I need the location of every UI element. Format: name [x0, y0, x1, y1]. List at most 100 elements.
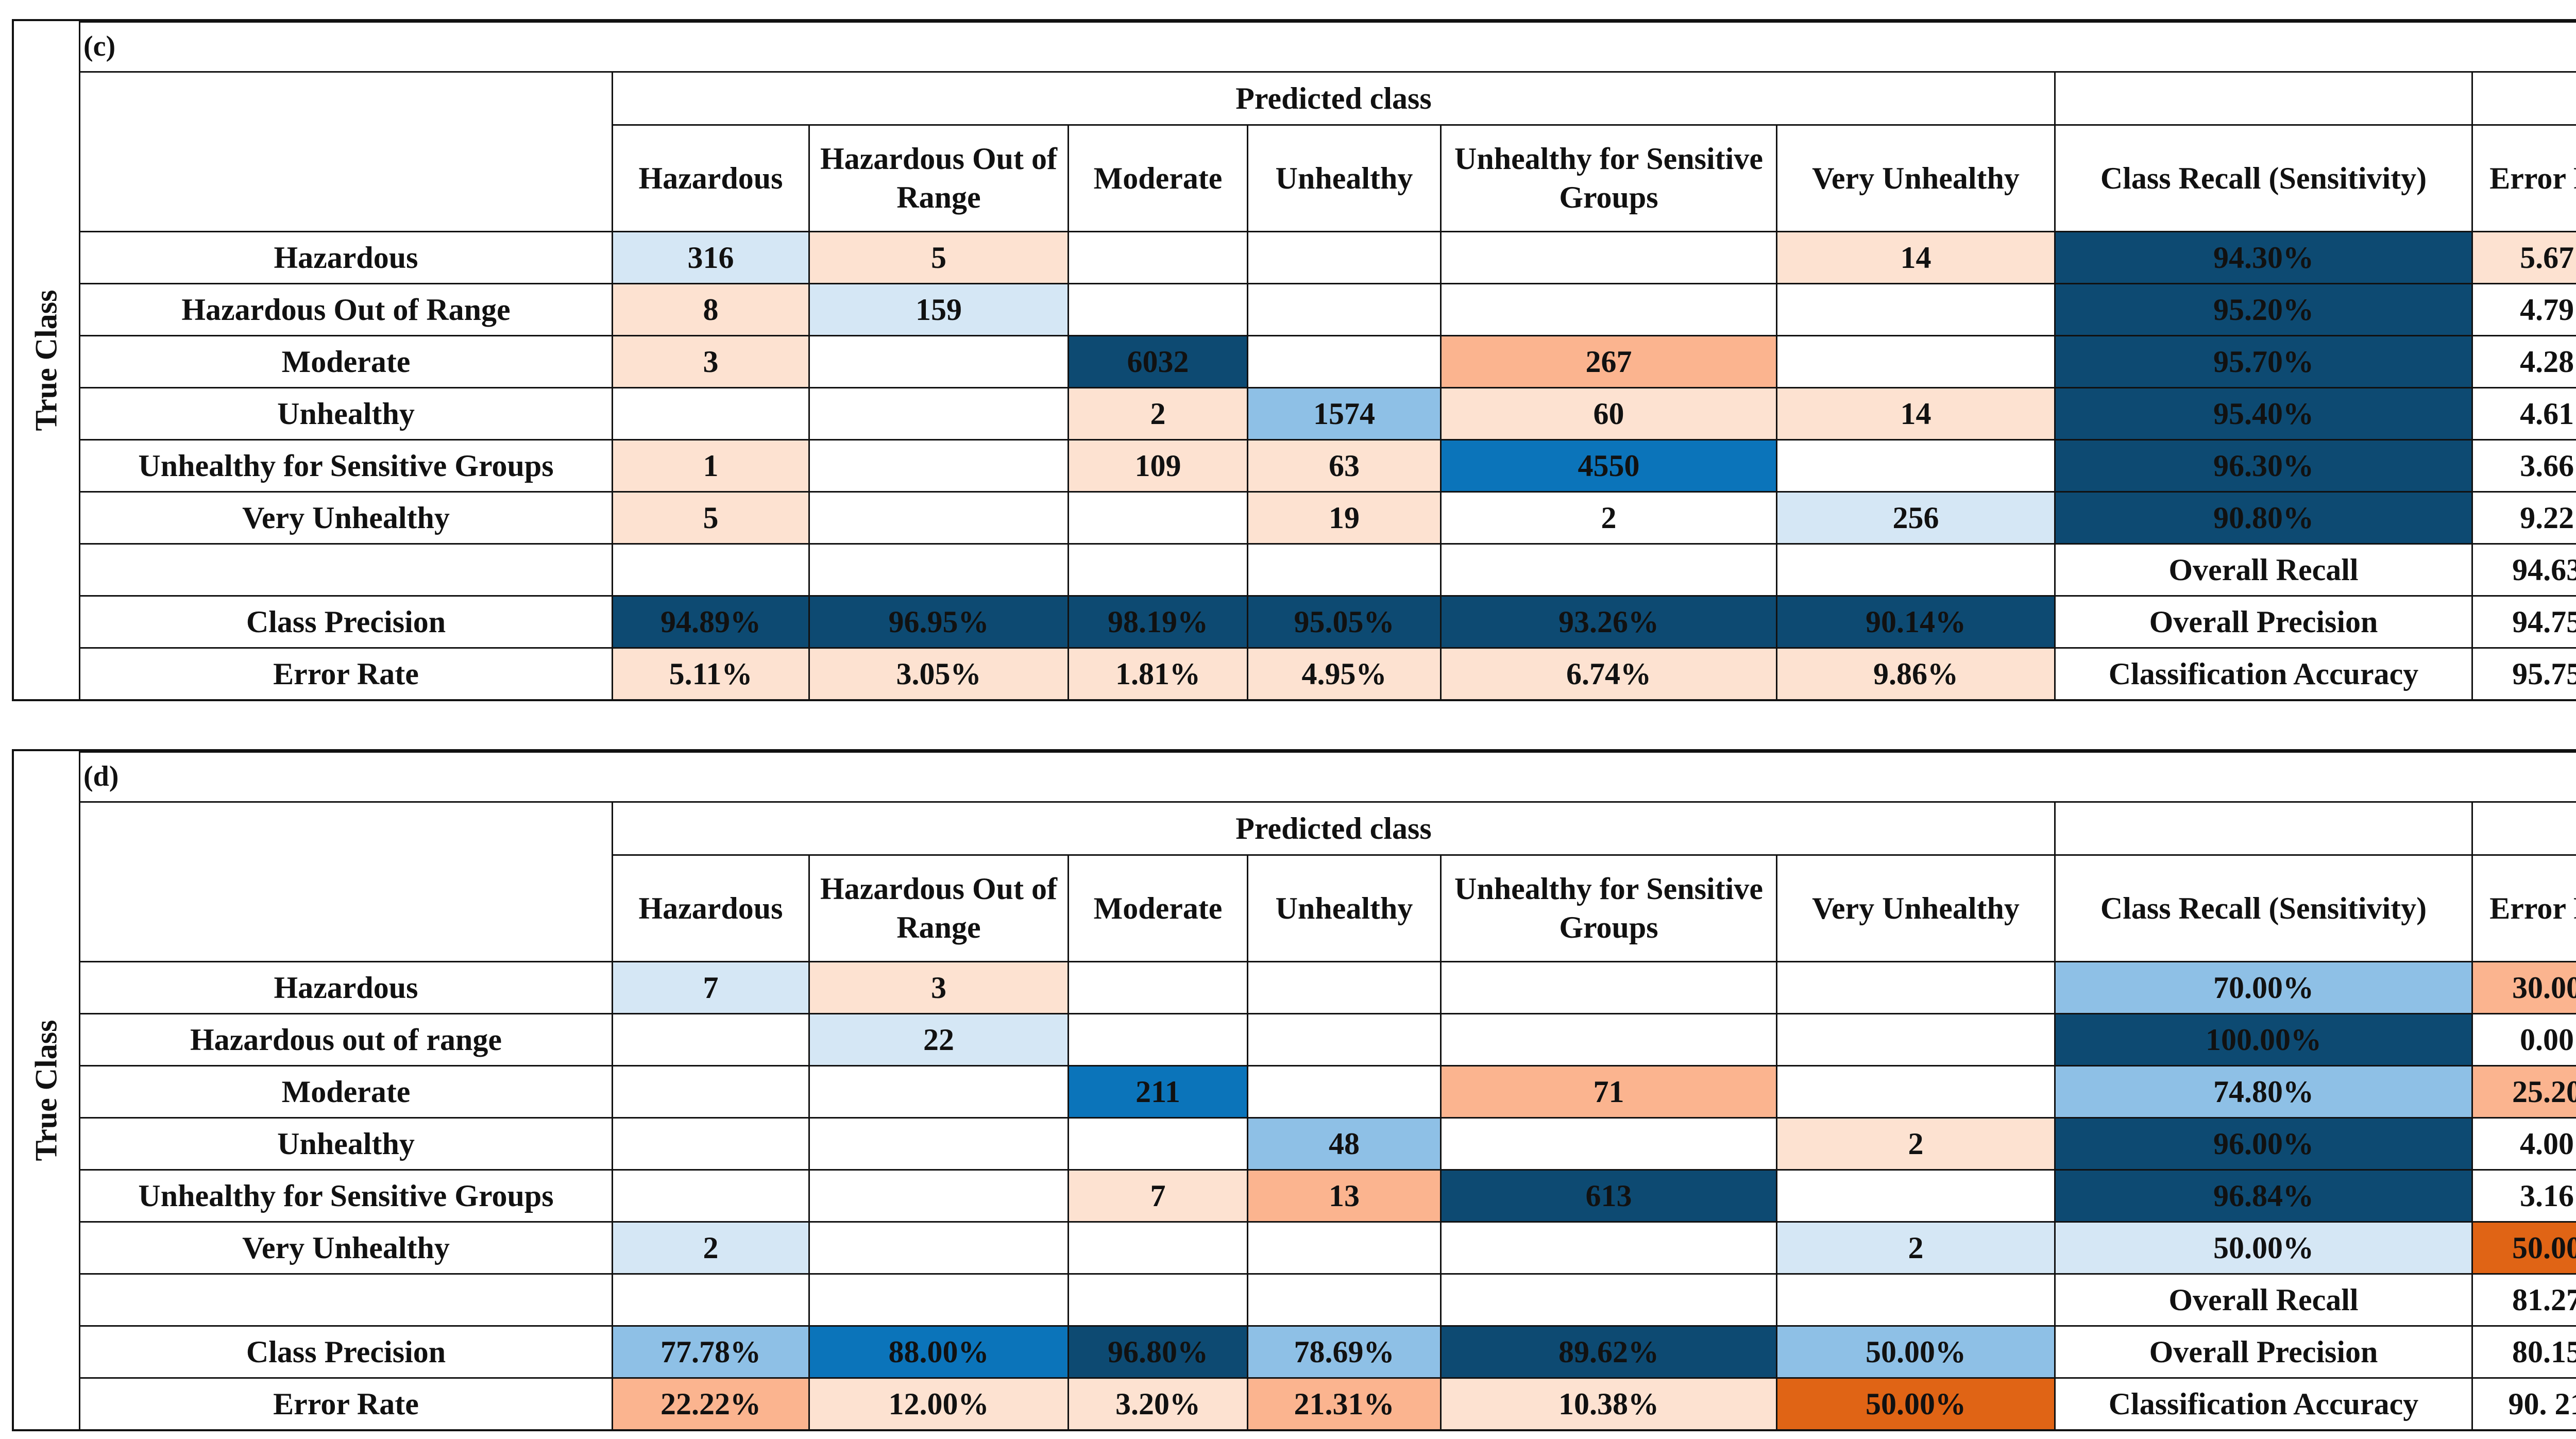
col-error-cell: 4.95% — [1247, 647, 1442, 701]
col-header: Unhealthy for Sensitive Groups — [1440, 854, 1777, 962]
error-row-label: Error Rate — [79, 1377, 613, 1431]
row-label: Moderate — [79, 335, 613, 388]
row-label: Unhealthy — [79, 1117, 613, 1171]
recall-header: Class Recall (Sensitivity) — [2054, 124, 2473, 232]
row-label: Unhealthy — [79, 387, 613, 441]
blank-header — [2054, 801, 2473, 856]
matrix-cell: 5 — [612, 491, 810, 545]
matrix-cell — [1067, 491, 1248, 545]
recall-cell: 95.40% — [2054, 387, 2473, 441]
matrix-cell: 13 — [1247, 1169, 1442, 1223]
matrix-row: Moderate 3 6032 267 95.70% 4.28% — [79, 335, 2576, 388]
col-header: Unhealthy for Sensitive Groups — [1440, 124, 1777, 232]
error-cell: 50.00% — [2471, 1221, 2576, 1275]
overall-precision-value: 80.15% — [2471, 1325, 2576, 1379]
precision-cell: 96.95% — [808, 595, 1069, 649]
row-label: Very Unhealthy — [79, 1221, 613, 1275]
matrix-cell: 211 — [1067, 1065, 1248, 1119]
matrix-cell: 159 — [808, 283, 1069, 336]
row-label: Moderate — [79, 1065, 613, 1119]
matrix-cell: 267 — [1440, 335, 1777, 388]
error-cell: 4.28% — [2471, 335, 2576, 388]
matrix-cell — [1440, 283, 1777, 336]
matrix-cell: 1574 — [1247, 387, 1442, 441]
matrix-cell — [1776, 1169, 2056, 1223]
matrix-cell — [1776, 961, 2056, 1014]
matrix-cell: 5 — [808, 231, 1069, 284]
matrix-row: Unhealthy for Sensitive Groups 1 109 63 … — [79, 439, 2576, 493]
matrix-cell — [808, 1065, 1069, 1119]
error-cell: 25.20% — [2471, 1065, 2576, 1119]
matrix-cell — [1247, 335, 1442, 388]
col-error-cell: 21.31% — [1247, 1377, 1442, 1431]
confusion-matrix-c: True Class (c) Predicted class Hazardous… — [12, 19, 2576, 701]
col-error-cell: 1.81% — [1067, 647, 1248, 701]
empty-cell — [1776, 1273, 2056, 1327]
matrix-cell — [1247, 231, 1442, 284]
matrix-table-c: (c) Predicted class Hazardous Hazardous … — [78, 21, 2576, 701]
empty-cell — [1440, 1273, 1777, 1327]
matrix-cell: 7 — [1067, 1169, 1248, 1223]
precision-cell: 90.14% — [1776, 595, 2056, 649]
matrix-cell: 14 — [1776, 231, 2056, 284]
recall-cell: 95.20% — [2054, 283, 2473, 336]
predicted-class-header: Predicted class — [612, 71, 2056, 126]
blank-header — [2054, 71, 2473, 126]
empty-cell — [1247, 1273, 1442, 1327]
matrix-cell — [1067, 961, 1248, 1014]
matrix-cell — [1440, 231, 1777, 284]
overall-precision-label: Overall Precision — [2054, 1325, 2473, 1379]
true-class-label: True Class — [29, 1020, 63, 1161]
matrix-row: Unhealthy 48 2 96.00% 4.00% — [79, 1117, 2576, 1171]
matrix-cell — [1247, 1065, 1442, 1119]
recall-cell: 100.00% — [2054, 1013, 2473, 1066]
precision-row: Class Precision 77.78% 88.00% 96.80% 78.… — [79, 1325, 2576, 1379]
col-error-cell: 12.00% — [808, 1377, 1069, 1431]
matrix-cell — [1776, 1013, 2056, 1066]
matrix-cell: 2 — [1776, 1221, 2056, 1275]
row-label: Hazardous Out of Range — [79, 283, 613, 336]
matrix-cell — [1247, 1013, 1442, 1066]
matrix-cell: 22 — [808, 1013, 1069, 1066]
overall-recall-label: Overall Recall — [2054, 543, 2473, 597]
matrix-cell — [1440, 1013, 1777, 1066]
error-cell: 4.79% — [2471, 283, 2576, 336]
blank-header — [2471, 801, 2576, 856]
overall-recall-value: 94.63% — [2471, 543, 2576, 597]
precision-cell: 94.89% — [612, 595, 810, 649]
matrix-cell: 2 — [1776, 1117, 2056, 1171]
empty-cell — [79, 543, 613, 597]
error-rate-header: Error Rate — [2471, 854, 2576, 962]
col-header: Very Unhealthy — [1776, 854, 2056, 962]
precision-row-label: Class Precision — [79, 1325, 613, 1379]
matrix-cell: 48 — [1247, 1117, 1442, 1171]
matrix-row: Hazardous out of range 22 100.00% 0.00% — [79, 1013, 2576, 1066]
matrix-cell: 256 — [1776, 491, 2056, 545]
empty-cell — [612, 543, 810, 597]
accuracy-label: Classification Accuracy — [2054, 1377, 2473, 1431]
col-header: Hazardous — [612, 124, 810, 232]
col-error-row: Error Rate 5.11% 3.05% 1.81% 4.95% 6.74%… — [79, 647, 2576, 701]
matrix-cell: 109 — [1067, 439, 1248, 493]
matrix-cell: 71 — [1440, 1065, 1777, 1119]
error-cell: 0.00% — [2471, 1013, 2576, 1066]
matrix-cell: 3 — [612, 335, 810, 388]
summary-row: Overall Recall 81.27% — [79, 1273, 2576, 1327]
panel-tag: (d) — [78, 751, 2576, 803]
accuracy-label: Classification Accuracy — [2054, 647, 2473, 701]
matrix-cell — [808, 1117, 1069, 1171]
matrix-cell — [1247, 283, 1442, 336]
row-label: Hazardous out of range — [79, 1013, 613, 1066]
empty-cell — [1067, 1273, 1248, 1327]
matrix-cell — [808, 1169, 1069, 1223]
row-label: Unhealthy for Sensitive Groups — [79, 1169, 613, 1223]
error-rate-header: Error Rate — [2471, 124, 2576, 232]
matrix-cell — [1067, 231, 1248, 284]
matrix-cell: 14 — [1776, 387, 2056, 441]
recall-cell: 74.80% — [2054, 1065, 2473, 1119]
col-error-cell: 6.74% — [1440, 647, 1777, 701]
matrix-cell — [612, 1065, 810, 1119]
empty-cell — [808, 543, 1069, 597]
col-error-cell: 10.38% — [1440, 1377, 1777, 1431]
precision-row-label: Class Precision — [79, 595, 613, 649]
